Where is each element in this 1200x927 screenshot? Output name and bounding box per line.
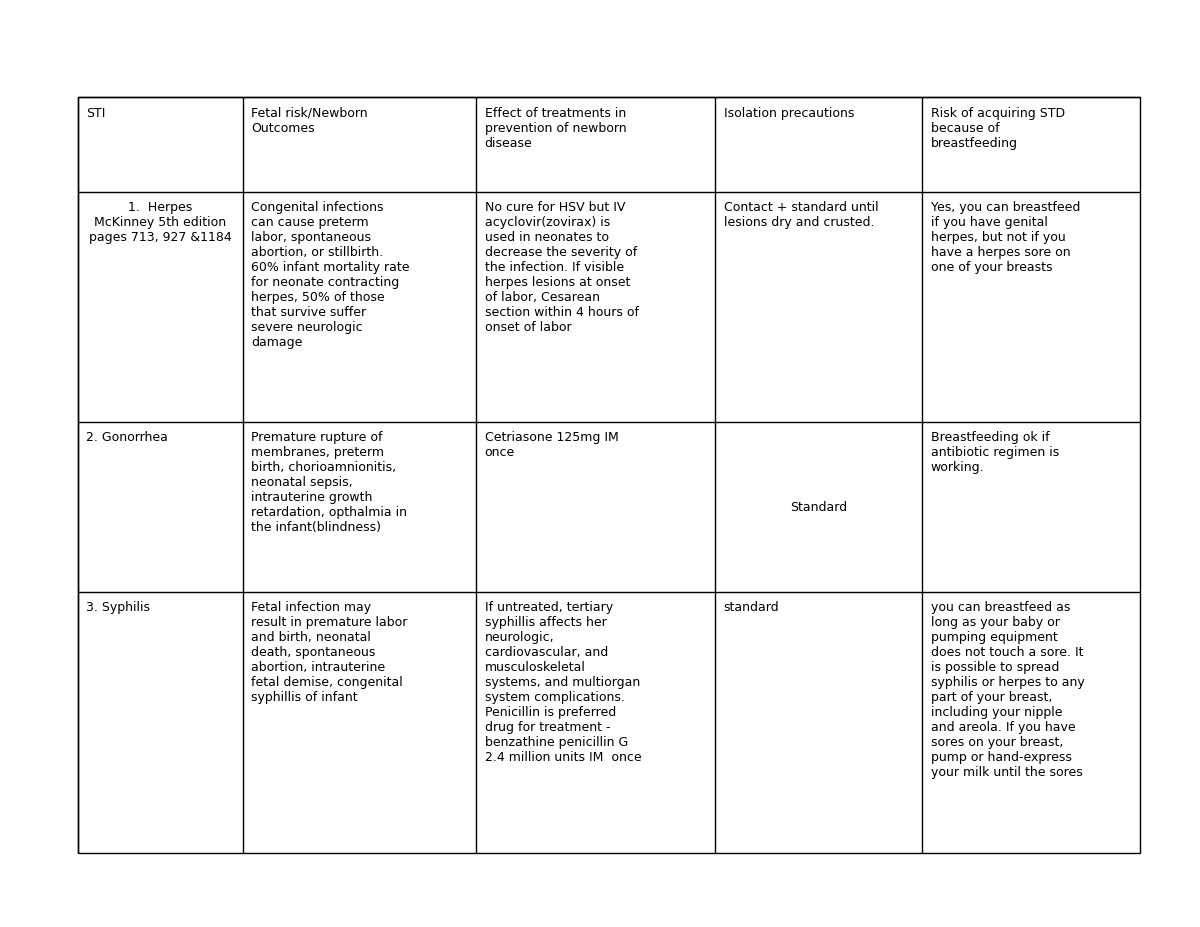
Text: STI: STI (86, 107, 106, 120)
Text: No cure for HSV but IV
acyclovir(zovirax) is
used in neonates to
decrease the se: No cure for HSV but IV acyclovir(zovirax… (485, 201, 638, 334)
Bar (78, 97, 1140, 853)
Text: 1.  Herpes
McKinney 5th edition
pages 713, 927 &1184: 1. Herpes McKinney 5th edition pages 713… (89, 201, 232, 244)
Text: Breastfeeding ok if
antibiotic regimen is
working.: Breastfeeding ok if antibiotic regimen i… (931, 431, 1058, 475)
Text: Isolation precautions: Isolation precautions (724, 107, 854, 120)
Text: Premature rupture of
membranes, preterm
birth, chorioamnionitis,
neonatal sepsis: Premature rupture of membranes, preterm … (251, 431, 407, 535)
Text: 3. Syphilis: 3. Syphilis (86, 602, 150, 615)
Text: Congenital infections
can cause preterm
labor, spontaneous
abortion, or stillbir: Congenital infections can cause preterm … (251, 201, 409, 349)
Text: Contact + standard until
lesions dry and crusted.: Contact + standard until lesions dry and… (724, 201, 878, 229)
Text: standard: standard (724, 602, 779, 615)
Text: Risk of acquiring STD
because of
breastfeeding: Risk of acquiring STD because of breastf… (931, 107, 1064, 149)
Text: 2. Gonorrhea: 2. Gonorrhea (86, 431, 168, 444)
Text: Effect of treatments in
prevention of newborn
disease: Effect of treatments in prevention of ne… (485, 107, 626, 149)
Text: If untreated, tertiary
syphillis affects her
neurologic,
cardiovascular, and
mus: If untreated, tertiary syphillis affects… (485, 602, 641, 765)
Text: Standard: Standard (790, 501, 847, 514)
Text: Fetal risk/Newborn
Outcomes: Fetal risk/Newborn Outcomes (251, 107, 367, 134)
Text: Fetal infection may
result in premature labor
and birth, neonatal
death, spontan: Fetal infection may result in premature … (251, 602, 407, 705)
Text: Yes, you can breastfeed
if you have genital
herpes, but not if you
have a herpes: Yes, you can breastfeed if you have geni… (931, 201, 1080, 274)
Text: Cetriasone 125mg IM
once: Cetriasone 125mg IM once (485, 431, 618, 460)
Text: you can breastfeed as
long as your baby or
pumping equipment
does not touch a so: you can breastfeed as long as your baby … (931, 602, 1085, 780)
